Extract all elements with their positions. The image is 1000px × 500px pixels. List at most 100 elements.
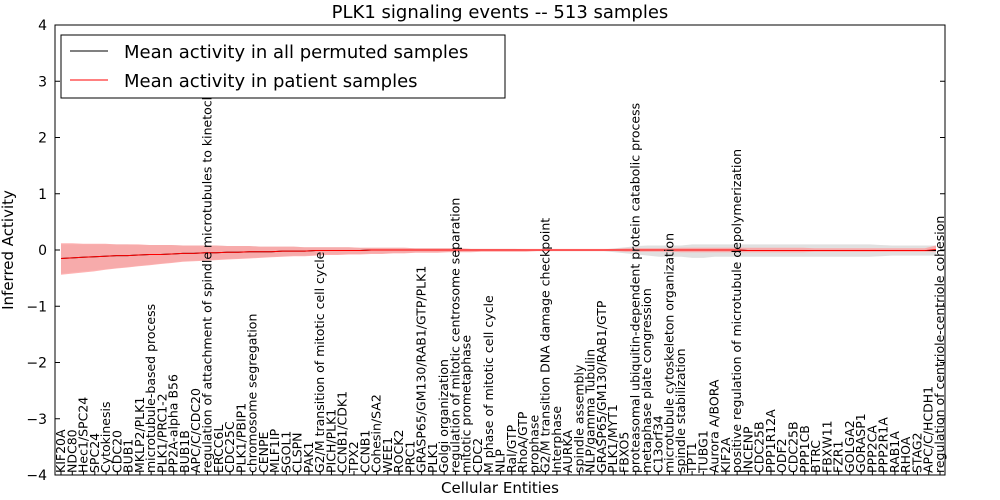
x-axis-label: Cellular Entities <box>441 479 559 497</box>
x-tick-label: NDC80 <box>64 429 79 473</box>
x-tick-label: C13orf34 <box>650 415 665 473</box>
x-tick-label: CCNB1/CDK1 <box>335 391 350 473</box>
x-tick-label: microtubule-based process <box>143 304 158 473</box>
x-tick-label: TPX2 <box>346 441 361 474</box>
x-tick-label: regulation of attachment of spindle micr… <box>200 72 215 473</box>
x-tick-label: PPP1CB <box>797 425 812 473</box>
x-tick-label: FBXW11 <box>819 420 834 473</box>
x-tick-label: M phase of mitotic cell cycle <box>481 295 496 473</box>
x-tick-label: ROCK2 <box>391 430 406 473</box>
x-tick-label: CCNB1 <box>357 430 372 473</box>
x-tick-label: ERCC6L <box>211 425 226 473</box>
x-tick-label: APC/C/HCDH1 <box>921 386 936 473</box>
y-tick-label: 0 <box>38 243 47 259</box>
x-tick-label: APC/C/CDC20 <box>188 388 203 473</box>
y-tick-label: −4 <box>26 468 47 484</box>
x-tick-label: Cohesin/SA2 <box>369 394 384 473</box>
x-tick-label: BUB1 <box>121 439 136 473</box>
x-tick-label: RAB1A <box>887 431 902 473</box>
x-tick-label: regulation of centriole-centriole cohesi… <box>932 216 947 473</box>
x-tick-label: prophase <box>526 415 541 473</box>
x-tick-label: PLK1 <box>425 442 440 473</box>
x-tick-label: BUB1B <box>177 430 192 473</box>
x-tick-label: regulation of mitotic centrosome separat… <box>447 198 462 473</box>
x-tick-label: PRC1 <box>402 441 417 473</box>
x-tick-label: PPP2R1A <box>876 417 891 473</box>
x-tick-label: MKLP2/PLK1 <box>132 397 147 473</box>
x-tick-label: TUBG1 <box>695 430 710 474</box>
x-tick-label: PLK1/PRC1-2 <box>154 393 169 473</box>
x-tick-label: TPT1 <box>684 442 699 474</box>
legend-label-patient: Mean activity in patient samples <box>124 71 418 92</box>
x-tick-label: KIF2A <box>718 437 733 473</box>
x-tick-label: PLK1/PBIP1 <box>233 403 248 473</box>
x-tick-label: PAK1 <box>301 442 316 473</box>
x-tick-label: GORASP1 <box>853 413 868 473</box>
y-tick-label: −1 <box>26 299 47 315</box>
x-tick-label: PP2A-alpha B56 <box>166 374 181 473</box>
legend: Mean activity in all permuted samples Me… <box>60 34 506 99</box>
x-tick-label: Hec1/SPC24 <box>76 397 91 473</box>
x-tick-label: GOLGA2 <box>842 420 857 473</box>
x-tick-label: RhoA/GTP <box>515 411 530 473</box>
x-tick-label: PLK1/MYT1 <box>605 404 620 473</box>
legend-label-permuted: Mean activity in all permuted samples <box>124 42 468 63</box>
series-lines <box>60 248 937 259</box>
x-tick-label: Ral/GTP <box>504 424 519 473</box>
x-tick-label: mitotic prometaphase <box>459 335 474 473</box>
x-tick-label: BTRC <box>808 440 823 473</box>
x-tick-label: CDC25B <box>752 421 767 473</box>
x-tick-label: CDC20 <box>109 430 124 473</box>
legend-box <box>60 34 506 99</box>
x-tick-label: Aurora A/BORA <box>707 379 722 473</box>
x-tick-label: microtubule cytoskeleton organization <box>662 233 677 473</box>
x-tick-label: Golgi organization <box>436 359 451 473</box>
series-line-patient <box>60 248 937 259</box>
x-tick-label: CDC25B <box>786 421 801 473</box>
y-tick-label: −2 <box>26 356 47 372</box>
x-tick-label: NLP <box>493 449 508 473</box>
x-tick-label: PPP1R12A <box>763 409 778 473</box>
x-tick-label: metaphase plate congression <box>639 288 654 473</box>
y-axis-label: Inferred Activity <box>0 190 17 310</box>
y-tick-label: 4 <box>38 18 47 34</box>
chart-title: PLK1 signaling events -- 513 samples <box>332 2 669 23</box>
x-tick-label: ODF2 <box>774 438 789 473</box>
x-tick-label: GRASP65/GM130/RAB1/GTP <box>594 300 609 473</box>
x-tick-label: spindle stabilization <box>673 348 688 473</box>
x-tick-label: G2/M transition of mitotic cell cycle <box>312 251 327 473</box>
y-tick-label: 3 <box>38 74 47 90</box>
plot-frame <box>54 24 946 476</box>
x-tick-label: CLSPN <box>290 432 305 473</box>
x-tick-label: PICH/PLK1 <box>324 409 339 473</box>
x-tick-label: CDC2 <box>470 438 485 473</box>
x-tick-label: proteasomal ubiquitin-dependent protein … <box>628 103 643 473</box>
x-tick-label: STAG2 <box>910 432 925 473</box>
x-axis: KIF20ANDC80Hec1/SPC24SPC24CytokinesisCDC… <box>53 72 947 475</box>
x-tick-label: FBXO5 <box>617 432 632 473</box>
x-tick-label: KIF20A <box>53 429 68 473</box>
x-tick-label: chromosome segregation <box>245 314 260 473</box>
y-axis: −4 −3 −2 −1 0 1 2 3 4 <box>26 18 945 484</box>
x-tick-label: GRASP65/GM130/RAB1/GTP/PLK1 <box>414 266 429 473</box>
x-tick-label: FZR1 <box>831 441 846 473</box>
y-tick-label: 1 <box>38 187 47 203</box>
x-tick-label: MLF1IP <box>267 428 282 473</box>
x-tick-label: positive regulation of microtubule depol… <box>729 149 744 473</box>
x-tick-label: RHOA <box>898 436 913 473</box>
x-tick-label: CENPE <box>256 431 271 473</box>
x-tick-label: WEE1 <box>380 437 395 473</box>
x-tick-label: PPP2CA <box>864 425 879 473</box>
y-tick-label: −3 <box>26 412 47 428</box>
x-tick-label: INCENP <box>740 426 755 473</box>
x-tick-label: AURKA <box>560 430 575 473</box>
x-tick-label: SGOL1 <box>278 431 293 473</box>
x-tick-label: CDC25C <box>222 421 237 473</box>
x-tick-label: SPC24 <box>87 433 102 473</box>
y-tick-label: 2 <box>38 131 47 147</box>
x-tick-label: Cytokinesis <box>98 402 113 474</box>
x-tick-label: G2/M transition DNA damage checkpoint <box>538 218 553 473</box>
x-tick-label: NLP/gamma Tubulin <box>583 349 598 473</box>
x-tick-label: spindle assembly <box>571 364 586 473</box>
